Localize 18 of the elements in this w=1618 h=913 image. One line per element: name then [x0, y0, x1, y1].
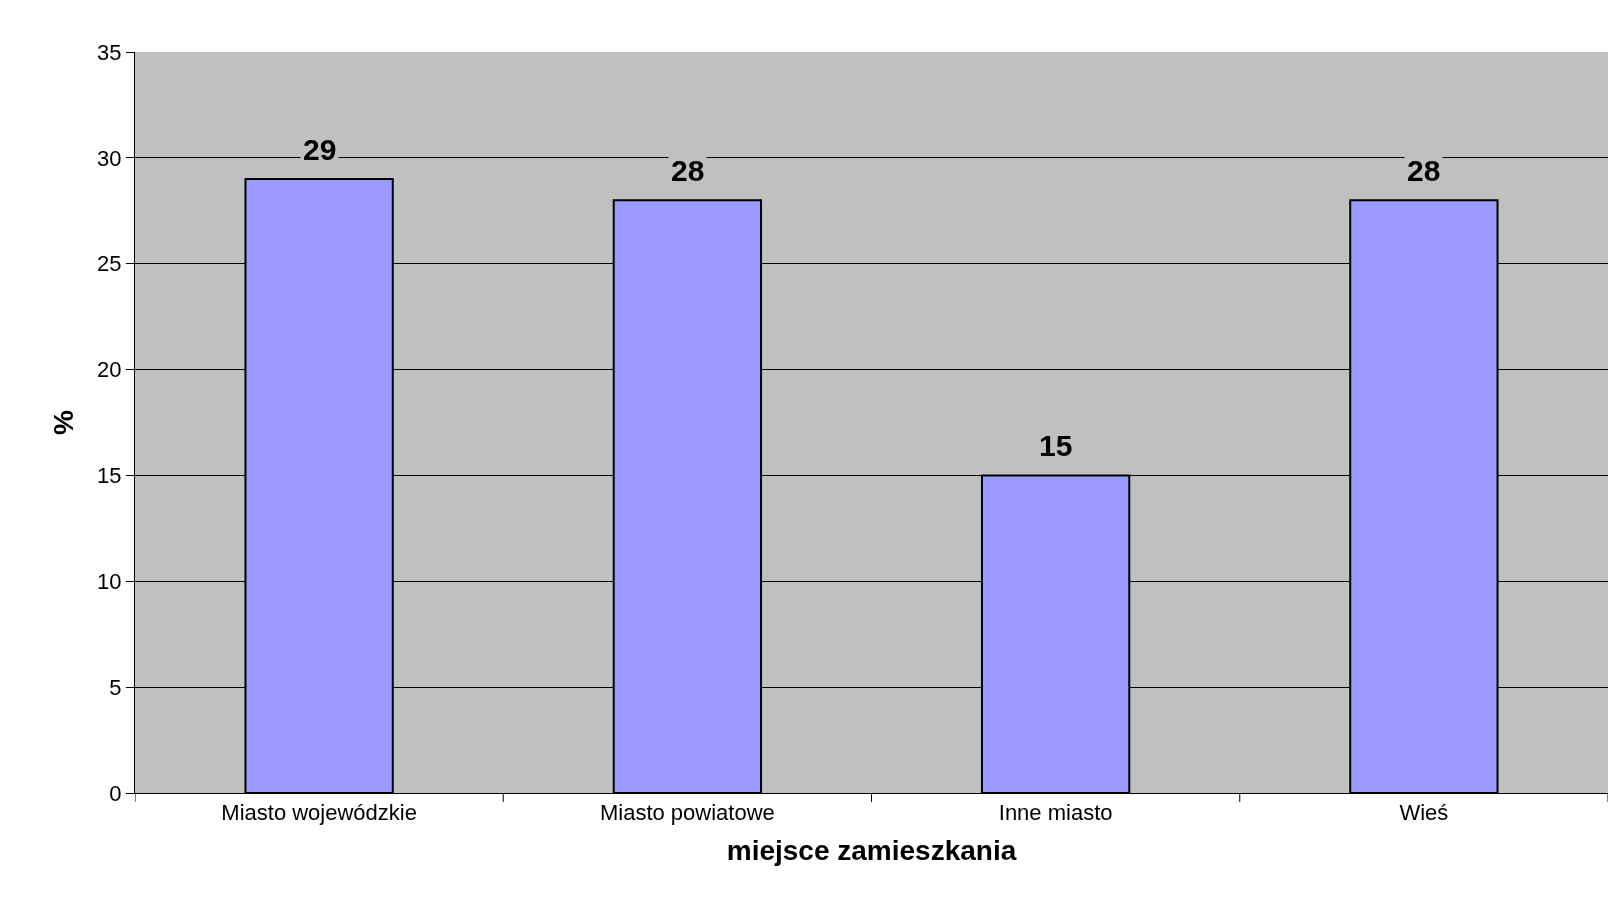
y-tick-label: 35 [97, 39, 122, 65]
x-tick-label: Miasto wojewódzkie [221, 800, 417, 826]
x-axis-title: miejsce zamieszkania [726, 834, 1017, 866]
data-label: 28 [671, 154, 705, 187]
y-tick-label: 15 [97, 463, 122, 489]
data-label: 29 [303, 133, 337, 166]
data-label: 28 [1407, 154, 1441, 187]
y-axis-title: % [47, 409, 79, 435]
y-tick-label: 0 [109, 780, 122, 806]
x-tick-label: Inne miasto [998, 800, 1113, 826]
y-tick-label: 5 [109, 674, 122, 700]
y-tick-label: 20 [97, 357, 122, 383]
x-tick-label: Miasto powiatowe [599, 800, 775, 826]
y-tick-label: 10 [97, 568, 122, 594]
data-label: 15 [1039, 429, 1073, 462]
y-tick-label: 25 [97, 251, 122, 277]
y-tick-label: 30 [97, 145, 122, 171]
x-tick-label: Wieś [1399, 800, 1449, 826]
